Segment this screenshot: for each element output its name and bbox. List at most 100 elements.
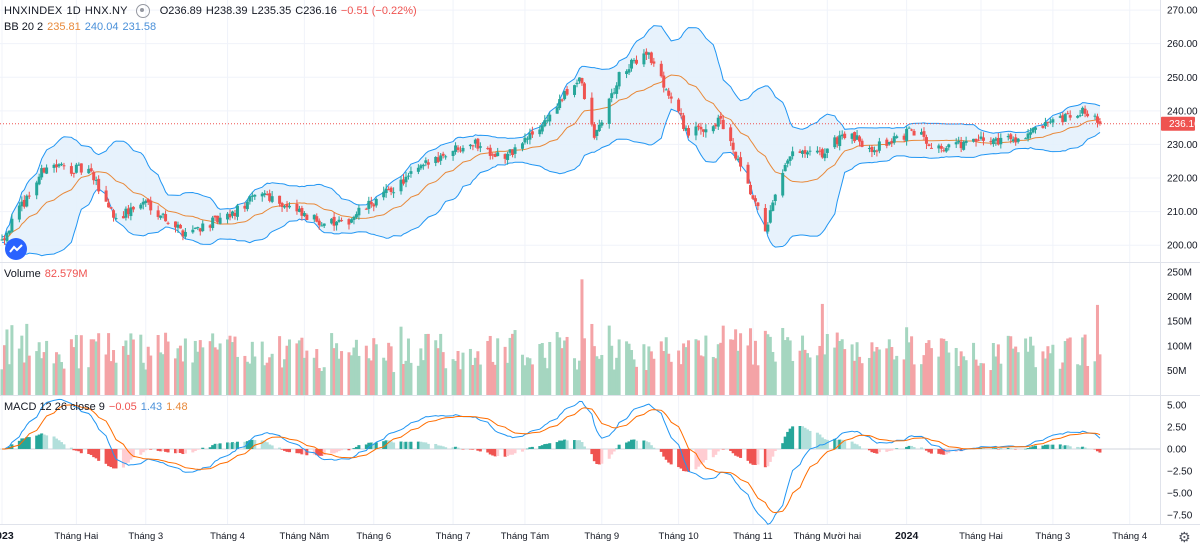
candle-body[interactable] bbox=[558, 99, 562, 109]
macd-histogram-bar[interactable] bbox=[337, 448, 341, 452]
candle-body[interactable] bbox=[173, 221, 177, 228]
candle-body[interactable] bbox=[652, 61, 656, 64]
macd-histogram-bar[interactable] bbox=[52, 436, 56, 449]
volume-bar[interactable] bbox=[1006, 335, 1010, 395]
volume-bar[interactable] bbox=[201, 347, 205, 395]
volume-bar[interactable] bbox=[250, 341, 254, 395]
macd-histogram-bar[interactable] bbox=[243, 441, 247, 449]
macd-histogram-bar[interactable] bbox=[617, 444, 621, 449]
volume-bar[interactable] bbox=[419, 348, 423, 395]
volume-bar[interactable] bbox=[1078, 365, 1082, 395]
candle-body[interactable] bbox=[166, 222, 170, 224]
candle-body[interactable] bbox=[496, 152, 500, 157]
macd-histogram-bar[interactable] bbox=[615, 448, 619, 450]
candle-body[interactable] bbox=[739, 157, 743, 167]
volume-bar[interactable] bbox=[625, 341, 629, 395]
volume-bar[interactable] bbox=[756, 365, 760, 395]
macd-histogram-bar[interactable] bbox=[607, 448, 611, 459]
volume-bar[interactable] bbox=[563, 340, 567, 395]
candle-body[interactable] bbox=[801, 150, 805, 154]
macd-histogram-bar[interactable] bbox=[297, 448, 301, 454]
candle-body[interactable] bbox=[766, 224, 770, 232]
candle-body[interactable] bbox=[808, 150, 812, 152]
volume-bar[interactable] bbox=[716, 344, 720, 395]
volume-bar[interactable] bbox=[439, 333, 443, 395]
macd-histogram-bar[interactable] bbox=[768, 448, 772, 462]
candle-body[interactable] bbox=[491, 154, 495, 156]
candle-body[interactable] bbox=[682, 115, 686, 129]
volume-bar[interactable] bbox=[1066, 338, 1070, 395]
volume-bar[interactable] bbox=[615, 357, 619, 395]
volume-bar[interactable] bbox=[957, 366, 961, 395]
macd-histogram-bar[interactable] bbox=[349, 448, 353, 450]
candle-body[interactable] bbox=[72, 172, 76, 174]
macd-histogram-bar[interactable] bbox=[322, 448, 326, 456]
volume-bar[interactable] bbox=[164, 332, 168, 395]
candle-body[interactable] bbox=[833, 137, 837, 148]
macd-histogram-bar[interactable] bbox=[260, 440, 264, 449]
volume-bar[interactable] bbox=[42, 352, 46, 395]
macd-histogram-bar[interactable] bbox=[548, 443, 552, 449]
macd-histogram-bar[interactable] bbox=[924, 448, 928, 451]
macd-histogram-bar[interactable] bbox=[714, 448, 718, 455]
macd-histogram-bar[interactable] bbox=[235, 441, 239, 449]
candle-body[interactable] bbox=[208, 225, 212, 228]
macd-histogram-bar[interactable] bbox=[773, 448, 777, 452]
candle-body[interactable] bbox=[1011, 139, 1015, 142]
volume-bar[interactable] bbox=[890, 347, 894, 395]
macd-histogram-bar[interactable] bbox=[354, 446, 358, 449]
candle-body[interactable] bbox=[268, 193, 272, 201]
candle-body[interactable] bbox=[265, 194, 269, 196]
candle-body[interactable] bbox=[746, 164, 750, 184]
candle-body[interactable] bbox=[753, 198, 757, 202]
volume-bar[interactable] bbox=[444, 368, 448, 395]
volume-bar[interactable] bbox=[731, 339, 735, 395]
macd-histogram-bar[interactable] bbox=[191, 448, 195, 453]
volume-bar[interactable] bbox=[939, 338, 943, 395]
volume-bar[interactable] bbox=[159, 352, 163, 395]
macd-histogram-bar[interactable] bbox=[1011, 448, 1015, 449]
macd-histogram-bar[interactable] bbox=[575, 440, 579, 449]
macd-histogram-bar[interactable] bbox=[218, 443, 222, 449]
volume-bar[interactable] bbox=[332, 348, 336, 395]
candle-body[interactable] bbox=[312, 214, 316, 220]
volume-bar[interactable] bbox=[823, 354, 827, 395]
macd-histogram-bar[interactable] bbox=[513, 448, 517, 454]
volume-bar[interactable] bbox=[714, 358, 718, 395]
candle-body[interactable] bbox=[523, 137, 527, 143]
candle-body[interactable] bbox=[763, 208, 767, 232]
volume-bar[interactable] bbox=[141, 362, 145, 395]
candle-body[interactable] bbox=[302, 213, 306, 216]
volume-bar[interactable] bbox=[245, 361, 249, 395]
volume-bar[interactable] bbox=[627, 343, 631, 395]
candle-body[interactable] bbox=[927, 144, 931, 146]
candle-body[interactable] bbox=[912, 130, 916, 136]
candle-body[interactable] bbox=[357, 207, 361, 216]
candle-body[interactable] bbox=[642, 53, 646, 65]
candle-body[interactable] bbox=[957, 140, 961, 143]
volume-bar[interactable] bbox=[315, 349, 319, 395]
candle-body[interactable] bbox=[1081, 107, 1085, 114]
macd-histogram-bar[interactable] bbox=[565, 440, 569, 449]
volume-bar[interactable] bbox=[404, 360, 408, 395]
candle-body[interactable] bbox=[1009, 134, 1013, 140]
candle-body[interactable] bbox=[877, 141, 881, 151]
macd-histogram-bar[interactable] bbox=[121, 448, 125, 468]
volume-bar[interactable] bbox=[1098, 354, 1102, 395]
candle-body[interactable] bbox=[92, 172, 96, 181]
volume-bar[interactable] bbox=[592, 346, 596, 395]
macd-histogram-bar[interactable] bbox=[739, 448, 743, 458]
volume-bar[interactable] bbox=[322, 367, 326, 395]
macd-histogram-bar[interactable] bbox=[280, 448, 284, 450]
volume-bar[interactable] bbox=[753, 340, 757, 395]
candle-body[interactable] bbox=[22, 199, 26, 207]
macd-histogram-bar[interactable] bbox=[573, 440, 577, 449]
volume-bar[interactable] bbox=[734, 329, 738, 395]
volume-bar[interactable] bbox=[213, 347, 217, 395]
macd-histogram-bar[interactable] bbox=[704, 448, 708, 461]
macd-histogram-bar[interactable] bbox=[1095, 448, 1099, 452]
volume-bar[interactable] bbox=[870, 342, 874, 395]
volume-bar[interactable] bbox=[647, 346, 651, 395]
macd-histogram-bar[interactable] bbox=[402, 442, 406, 449]
candle-body[interactable] bbox=[337, 219, 341, 222]
